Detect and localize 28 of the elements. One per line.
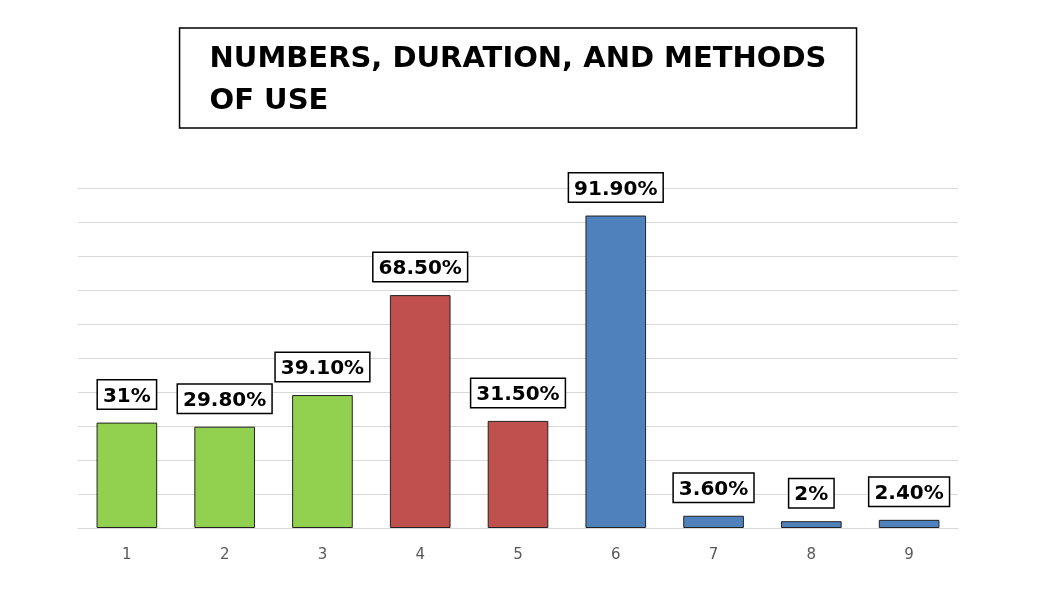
bar — [194, 426, 255, 528]
x-tick-label: 9 — [904, 544, 914, 563]
x-tick-label: 6 — [611, 544, 621, 563]
data-label: 2.40% — [874, 479, 944, 504]
data-label: 29.80% — [183, 386, 267, 411]
x-tick-label: 5 — [513, 544, 523, 563]
chart-title: NUMBERS, DURATION, AND METHODS OF USE — [209, 40, 827, 116]
bar — [292, 395, 353, 528]
x-tick-label: 1 — [122, 544, 132, 563]
bar — [878, 519, 940, 528]
data-label: 39.10% — [280, 355, 365, 380]
x-tick-label: 4 — [415, 544, 425, 563]
x-tick-label: 7 — [708, 544, 719, 563]
bar — [389, 295, 451, 528]
data-label: 91.90% — [574, 175, 658, 200]
bar — [487, 420, 549, 528]
data-label: 2% — [794, 481, 829, 506]
bar — [96, 422, 158, 528]
x-tick-label: 3 — [317, 544, 328, 563]
data-label: 68.50% — [378, 255, 462, 280]
x-tick-label: 8 — [806, 544, 817, 563]
bar — [585, 215, 647, 528]
bar — [781, 521, 842, 528]
bar — [683, 515, 744, 528]
data-label: 31.50% — [476, 380, 560, 405]
data-label: 31% — [102, 382, 151, 407]
data-label: 3.60% — [678, 475, 749, 500]
x-tick-label: 2 — [219, 544, 230, 563]
